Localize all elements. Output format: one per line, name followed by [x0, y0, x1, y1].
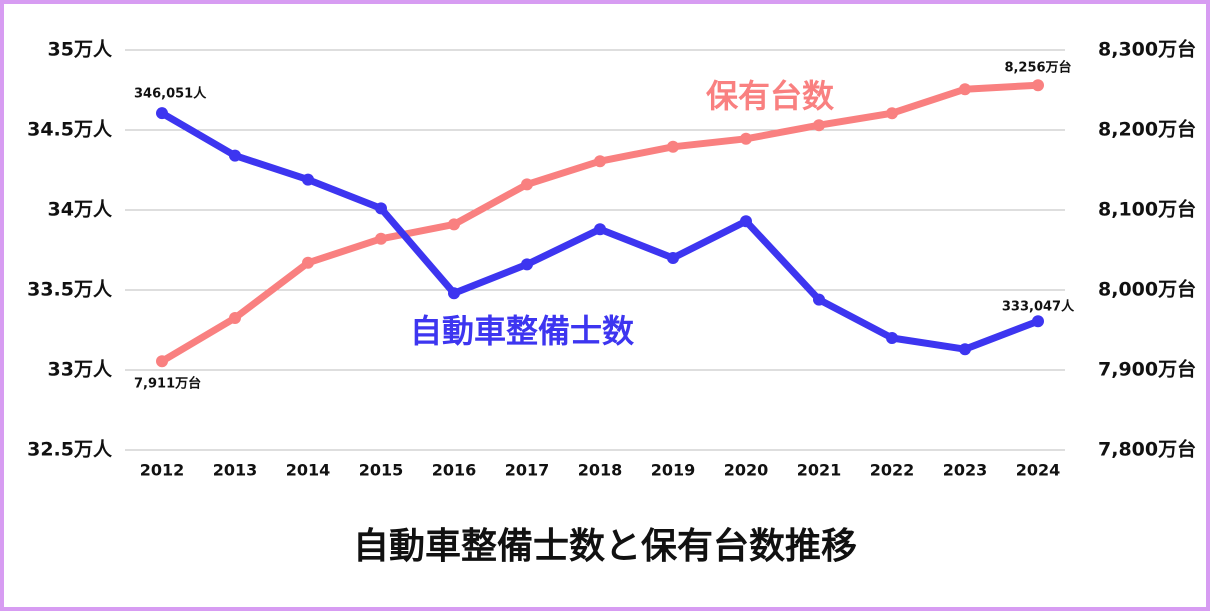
- x-tick-label: 2022: [870, 461, 915, 480]
- x-tick-label: 2015: [359, 461, 404, 480]
- data-point: [156, 107, 168, 120]
- y-tick-label: 33.5万人: [27, 279, 113, 301]
- x-tick-label: 2014: [286, 461, 331, 480]
- y2-tick-label: 8,300万台: [1098, 38, 1196, 61]
- x-tick-label: 2017: [505, 461, 550, 480]
- y-tick-label: 34万人: [48, 199, 113, 221]
- x-tick-label: 2013: [213, 461, 258, 480]
- data-point: [521, 258, 533, 271]
- data-point: [302, 173, 314, 186]
- data-point: [959, 83, 971, 96]
- data-point: [886, 107, 898, 120]
- data-point: [375, 232, 387, 245]
- x-tick-label: 2019: [651, 461, 696, 480]
- x-tick-label: 2020: [724, 461, 769, 480]
- y2-tick-label: 7,800万台: [1098, 438, 1196, 461]
- y-tick-label: 35万人: [48, 39, 113, 61]
- data-point: [448, 218, 460, 231]
- data-point: [667, 252, 679, 264]
- data-point: [959, 343, 971, 356]
- y-tick-label: 34.5万人: [27, 119, 113, 141]
- x-tick-label: 2018: [578, 461, 623, 480]
- data-point: [375, 202, 387, 215]
- y2-tick-label: 8,100万台: [1098, 198, 1196, 221]
- x-tick-label: 2016: [432, 461, 477, 480]
- y2-tick-label: 8,000万台: [1098, 278, 1196, 301]
- x-tick-label: 2023: [943, 461, 988, 480]
- data-label: 333,047人: [1002, 299, 1075, 315]
- data-label: 346,051人: [134, 86, 207, 102]
- data-point: [1032, 79, 1044, 92]
- x-tick-label: 2024: [1016, 461, 1061, 480]
- data-point: [740, 215, 752, 228]
- y2-tick-label: 7,900万台: [1098, 358, 1196, 381]
- y2-tick-label: 8,200万台: [1098, 118, 1196, 141]
- data-point: [813, 119, 825, 132]
- data-point: [229, 149, 241, 162]
- data-point: [302, 256, 314, 269]
- data-point: [229, 312, 241, 324]
- data-point: [1032, 315, 1044, 328]
- series-label: 保有台数: [706, 77, 835, 115]
- data-point: [521, 178, 533, 191]
- x-tick-label: 2012: [140, 461, 185, 480]
- data-label: 8,256万台: [1004, 60, 1071, 76]
- y-tick-label: 32.5万人: [27, 439, 113, 461]
- data-point: [448, 287, 460, 300]
- data-point: [156, 355, 168, 368]
- chart-title: 自動車整備士数と保有台数推移: [353, 526, 857, 567]
- data-label: 7,911万台: [134, 376, 201, 392]
- data-point: [740, 132, 752, 145]
- data-point: [594, 223, 606, 236]
- series-label: 自動車整備士数: [410, 312, 635, 350]
- x-tick-label: 2021: [797, 461, 842, 480]
- data-point: [667, 140, 679, 153]
- data-point: [594, 155, 606, 168]
- data-point: [886, 332, 898, 344]
- data-point: [813, 293, 825, 306]
- y-tick-label: 33万人: [48, 359, 113, 381]
